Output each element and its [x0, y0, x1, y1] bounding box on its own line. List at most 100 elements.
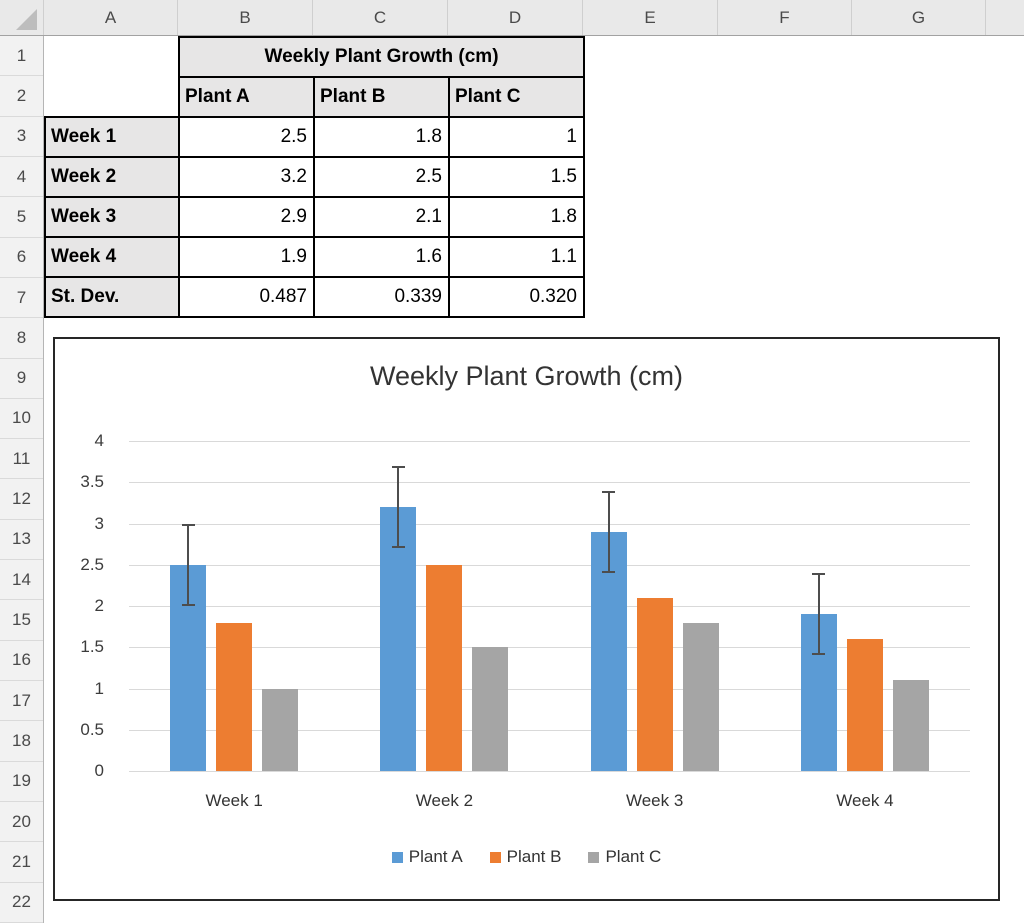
error-bar-cap — [602, 570, 616, 573]
cell-A2[interactable] — [45, 77, 179, 117]
plot-area — [129, 441, 970, 772]
row-header-8[interactable]: 8 — [0, 318, 43, 359]
row-header-22[interactable]: 22 — [0, 883, 43, 923]
gridline — [129, 523, 970, 525]
gridline — [129, 482, 970, 484]
cell-A6[interactable]: Week 4 — [44, 236, 180, 278]
row-header-16[interactable]: 16 — [0, 641, 43, 681]
row-header-20[interactable]: 20 — [0, 802, 43, 843]
cell-D4[interactable]: 1.5 — [448, 156, 585, 198]
legend-item-plant-c[interactable]: Plant C — [588, 847, 661, 867]
bar-plant-b-week-1[interactable] — [216, 622, 253, 771]
cell-A7[interactable]: St. Dev. — [44, 276, 180, 318]
cell-D2[interactable]: Plant C — [448, 76, 585, 118]
cell-A3[interactable]: Week 1 — [44, 116, 180, 158]
error-bar-week-1 — [187, 524, 190, 605]
column-header-D[interactable]: D — [448, 0, 583, 35]
cell-A1[interactable] — [45, 37, 179, 77]
error-bar-cap — [181, 603, 195, 606]
bar-plant-c-week-1[interactable] — [262, 688, 299, 771]
cell-B7[interactable]: 0.487 — [178, 276, 315, 318]
cell-C6[interactable]: 1.6 — [313, 236, 450, 278]
bar-plant-b-week-4[interactable] — [846, 639, 883, 771]
row-header-5[interactable]: 5 — [0, 197, 43, 238]
row-header-19[interactable]: 19 — [0, 762, 43, 802]
cell-B5[interactable]: 2.9 — [178, 196, 315, 238]
row-header-2[interactable]: 2 — [0, 76, 43, 117]
bar-plant-c-week-2[interactable] — [472, 647, 509, 771]
error-bar-week-4 — [817, 574, 820, 655]
row-header-18[interactable]: 18 — [0, 721, 43, 762]
data-table: Weekly Plant Growth (cm) Plant A Plant B… — [44, 36, 585, 318]
column-header-A[interactable]: A — [44, 0, 178, 35]
error-bar-cap — [391, 546, 405, 549]
column-header-partial[interactable] — [986, 0, 1024, 35]
bar-plant-b-week-3[interactable] — [636, 597, 673, 771]
cell-C4[interactable]: 2.5 — [313, 156, 450, 198]
column-header-E[interactable]: E — [583, 0, 718, 35]
cell-A4[interactable]: Week 2 — [44, 156, 180, 198]
row-header-3[interactable]: 3 — [0, 117, 43, 157]
row-header-14[interactable]: 14 — [0, 560, 43, 601]
cell-D7[interactable]: 0.320 — [448, 276, 585, 318]
row-header-21[interactable]: 21 — [0, 842, 43, 883]
row-header-12[interactable]: 12 — [0, 479, 43, 520]
cell-C5[interactable]: 2.1 — [313, 196, 450, 238]
chart-area[interactable]: Weekly Plant Growth (cm) 0 0.5 1 1.5 2 2.5 3 3.… — [53, 337, 1000, 901]
bar-plant-b-week-2[interactable] — [426, 564, 463, 771]
row-header-9[interactable]: 9 — [0, 359, 43, 399]
error-bar-cap — [181, 523, 195, 526]
legend-item-plant-a[interactable]: Plant A — [391, 847, 463, 867]
row-header-15[interactable]: 15 — [0, 600, 43, 641]
cell-B2[interactable]: Plant A — [178, 76, 315, 118]
cell-B4[interactable]: 3.2 — [178, 156, 315, 198]
cell-D3[interactable]: 1 — [448, 116, 585, 158]
row-header-11[interactable]: 11 — [0, 439, 43, 480]
error-bar-cap — [391, 465, 405, 468]
row-header-13[interactable]: 13 — [0, 520, 43, 561]
y-tick-label: 0.5 — [80, 719, 104, 739]
gridline — [129, 564, 970, 566]
legend-label: Plant A — [408, 847, 463, 866]
legend-label: Plant C — [605, 847, 662, 866]
bar-plant-c-week-3[interactable] — [682, 622, 719, 771]
bar-plant-a-week-2[interactable] — [380, 507, 417, 771]
y-tick-label: 0 — [94, 761, 104, 780]
cell-A5[interactable]: Week 3 — [44, 196, 180, 238]
row-header-1[interactable]: 1 — [0, 36, 43, 77]
y-tick-label: 2.5 — [80, 554, 104, 574]
row-header-10[interactable]: 10 — [0, 399, 43, 440]
error-bar-cap — [602, 490, 616, 493]
column-header-G[interactable]: G — [852, 0, 986, 35]
legend-swatch-icon — [489, 851, 501, 863]
cell-B1-merged-title[interactable]: Weekly Plant Growth (cm) — [178, 36, 585, 78]
y-tick-label: 1 — [94, 678, 104, 698]
column-header-C[interactable]: C — [313, 0, 448, 35]
cell-B3[interactable]: 2.5 — [178, 116, 315, 158]
legend-swatch-icon — [588, 851, 600, 863]
row-header-17[interactable]: 17 — [0, 681, 43, 722]
legend-item-plant-b[interactable]: Plant B — [489, 847, 562, 867]
row-header-7[interactable]: 7 — [0, 278, 43, 319]
chart-title[interactable]: Weekly Plant Growth (cm) — [369, 361, 684, 391]
cell-C3[interactable]: 1.8 — [313, 116, 450, 158]
y-tick-label: 3 — [94, 513, 104, 533]
cell-D5[interactable]: 1.8 — [448, 196, 585, 238]
row-header-6[interactable]: 6 — [0, 238, 43, 278]
column-header-B[interactable]: B — [178, 0, 313, 35]
column-header-F[interactable]: F — [718, 0, 852, 35]
cell-C7[interactable]: 0.339 — [313, 276, 450, 318]
gridline — [129, 729, 970, 731]
cell-B6[interactable]: 1.9 — [178, 236, 315, 278]
cell-C2[interactable]: Plant B — [313, 76, 450, 118]
row-header-gutter: 1 2 3 4 5 6 7 8 9 10 11 12 13 14 15 16 17 18 19 20 21 22 — [0, 36, 44, 923]
legend-label: Plant B — [506, 847, 562, 866]
bar-plant-c-week-4[interactable] — [892, 680, 929, 771]
y-tick-label: 1.5 — [80, 637, 104, 657]
select-all-corner[interactable] — [0, 0, 44, 35]
chart-legend[interactable]: Plant A Plant B Plant C — [55, 847, 998, 867]
cell-D6[interactable]: 1.1 — [448, 236, 585, 278]
row-header-4[interactable]: 4 — [0, 157, 43, 198]
